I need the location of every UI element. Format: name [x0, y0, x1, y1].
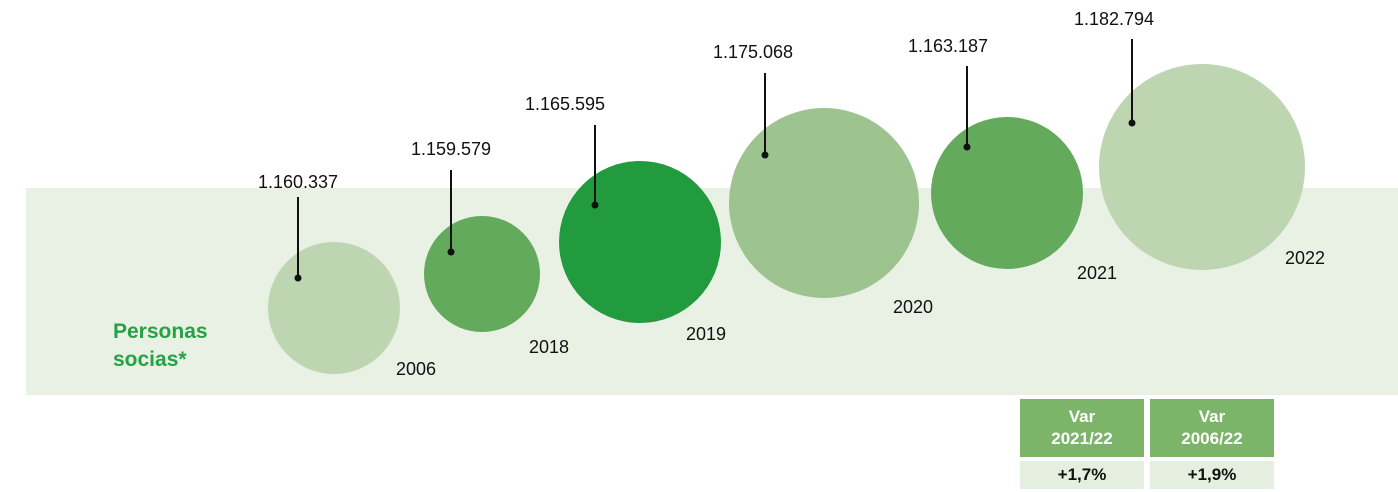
year-label: 2006	[396, 359, 436, 379]
bubble-2020	[729, 108, 919, 298]
value-label: 1.163.187	[908, 36, 988, 56]
leader-dot	[591, 201, 599, 209]
year-label: 2018	[529, 337, 569, 357]
value-label: 1.175.068	[713, 42, 793, 62]
bubble-2021	[931, 117, 1083, 269]
bubble-2018	[424, 216, 540, 332]
variation-header-2021-22: Var 2021/22	[1020, 399, 1144, 457]
year-label: 2019	[686, 324, 726, 344]
variation-value-2021-22: +1,7%	[1020, 461, 1144, 489]
leader-dot	[447, 248, 455, 256]
bubble-2006	[268, 242, 400, 374]
bubble-2022	[1099, 64, 1305, 270]
leader-dot	[294, 274, 302, 282]
year-label: 2020	[893, 297, 933, 317]
year-label: 2021	[1077, 263, 1117, 283]
leader-dot	[963, 143, 971, 151]
variation-header-label: Var	[1198, 407, 1226, 426]
variation-header-period: 2006/22	[1181, 429, 1243, 448]
variation-table: Var 2021/22 Var 2006/22 +1,7% +1,9%	[1014, 399, 1280, 489]
variation-value-2006-22: +1,9%	[1150, 461, 1274, 489]
year-label: 2022	[1285, 248, 1325, 268]
variation-header-period: 2021/22	[1051, 429, 1113, 448]
variation-header-label: Var	[1068, 407, 1096, 426]
leader-dot	[761, 151, 769, 159]
value-label: 1.182.794	[1074, 9, 1154, 29]
value-label: 1.160.337	[258, 172, 338, 192]
chart-title: Personas socias*	[113, 320, 208, 371]
value-label: 1.165.595	[525, 94, 605, 114]
variation-header-2006-22: Var 2006/22	[1150, 399, 1274, 457]
value-label: 1.159.579	[411, 139, 491, 159]
bubble-2019	[559, 161, 721, 323]
leader-dot	[1128, 119, 1136, 127]
